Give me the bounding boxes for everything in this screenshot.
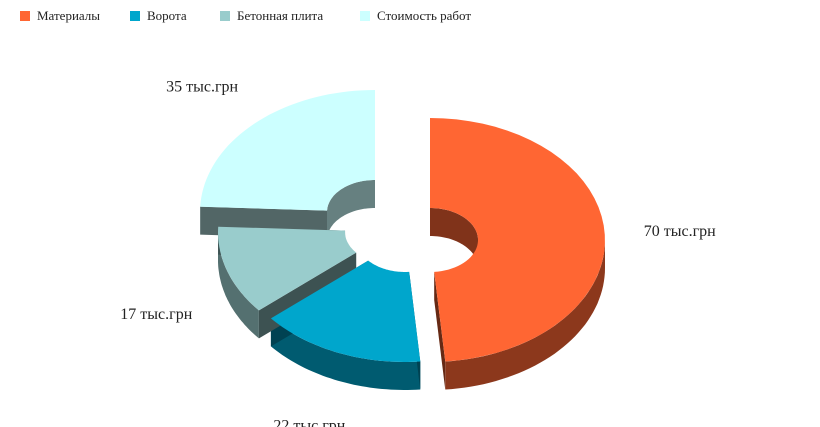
legend-label: Ворота: [147, 8, 187, 23]
legend-label: Материалы: [37, 8, 100, 23]
slice: [430, 118, 605, 362]
slice-side: [218, 232, 259, 339]
data-label: 17 тыс.грн: [120, 306, 192, 323]
slice-tops: [200, 90, 605, 362]
slice-inner: [430, 208, 478, 268]
slice-side: [445, 240, 605, 390]
legend-swatch: [20, 11, 30, 21]
slice-inner: [327, 180, 375, 239]
data-label: 35 тыс.грн: [166, 78, 238, 95]
data-label: 22 тыс.грн: [273, 418, 345, 427]
slice: [218, 226, 357, 311]
slice: [270, 260, 421, 362]
slice-wall: [434, 271, 446, 390]
legend-swatch: [220, 11, 230, 21]
legend-swatch: [130, 11, 140, 21]
slice-side: [270, 318, 421, 390]
legend-label: Стоимость работ: [377, 8, 471, 23]
slice: [200, 90, 375, 211]
legend-label: Бетонная плита: [237, 8, 323, 23]
legend-swatch: [360, 11, 370, 21]
data-label: 70 тыс.грн: [644, 223, 716, 240]
